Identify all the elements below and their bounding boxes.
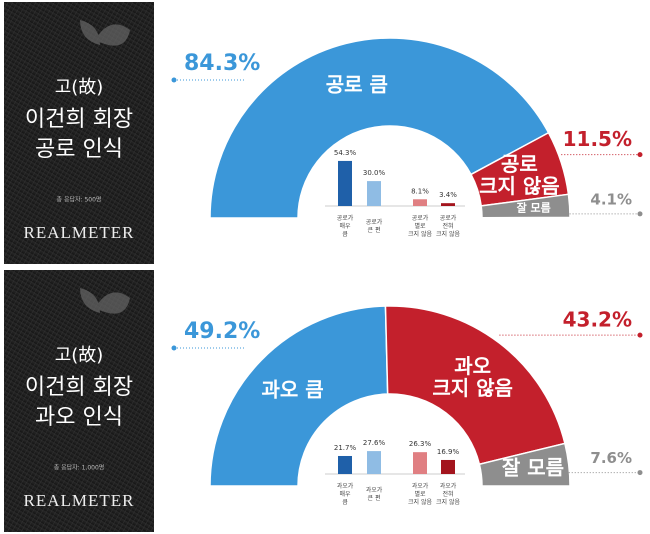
bar-value-label: 30.0% (363, 169, 386, 177)
leader-dot (637, 332, 643, 338)
bar-value-label: 27.6% (363, 439, 386, 447)
bar-category-label: 공로가 매우 큼 (337, 214, 354, 238)
bar (367, 181, 381, 206)
segment-label: 과오 크지 않음 (432, 354, 513, 400)
value-label: 43.2% (563, 308, 632, 332)
value-label: 7.6% (590, 449, 632, 467)
sidebar-title: 고(故) (55, 345, 104, 366)
bar-value-label: 8.1% (411, 187, 429, 195)
leader-dot (637, 152, 643, 158)
bar (338, 455, 352, 474)
donut-segment (209, 37, 550, 219)
donut-segment (384, 305, 566, 466)
leader-dot (637, 211, 643, 217)
leader-dot (171, 345, 177, 351)
value-label: 84.3% (184, 51, 260, 76)
sidebar (4, 270, 154, 532)
bar (413, 199, 427, 206)
segment-label: 과오 큼 (262, 378, 324, 402)
sidebar-title: 과오 인식 (35, 405, 123, 430)
bar (413, 452, 427, 474)
donut-segment (209, 305, 389, 487)
value-label: 49.2% (184, 319, 260, 344)
segment-label: 공로 크지 않음 (479, 152, 560, 198)
donut-segment (478, 442, 571, 487)
value-label: 4.1% (590, 190, 632, 208)
donut-segment (480, 193, 571, 219)
leader-dot (171, 77, 177, 83)
leaf-decoration (80, 288, 130, 314)
bar-value-label: 54.3% (334, 149, 357, 157)
value-label: 11.5% (563, 127, 632, 151)
bar-value-label: 21.7% (334, 444, 357, 452)
bar-category-label: 공로가 큰 편 (366, 218, 383, 234)
bar-category-label: 과오가 큰 편 (366, 486, 383, 502)
sidebar-title: 공로 인식 (35, 137, 123, 162)
sidebar-title: 고(故) (55, 77, 104, 98)
bar (441, 459, 455, 474)
segment-label: 잘 모름 (517, 201, 551, 214)
bar (367, 451, 381, 474)
sidebar-title: 이건희 회장 (25, 107, 133, 132)
brand: REALMETER (24, 491, 135, 510)
sidebar (4, 2, 154, 264)
bar-value-label: 16.9% (437, 448, 460, 456)
respondent-note: 총 응답자: 1,000명 (54, 464, 105, 472)
bar-category-label: 과오가 별로 크지 않음 (408, 482, 432, 506)
bar-value-label: 3.4% (439, 191, 457, 199)
bar-category-label: 과오가 전혀 크지 않음 (436, 482, 460, 506)
brand: REALMETER (24, 223, 135, 242)
sidebar-title: 이건희 회장 (25, 375, 133, 400)
bar-category-label: 공로가 별로 크지 않음 (408, 214, 432, 238)
bar-value-label: 26.3% (409, 440, 432, 448)
leader-dot (637, 470, 643, 476)
bar (338, 160, 352, 206)
bar (441, 203, 455, 206)
respondent-note: 총 응답자: 500명 (57, 196, 102, 204)
bar-category-label: 공로가 전혀 크지 않음 (436, 214, 460, 238)
segment-label: 공로 큼 (326, 73, 388, 97)
leaf-decoration (80, 20, 130, 46)
segment-label: 잘 모름 (502, 455, 564, 479)
bar-category-label: 과오가 매우 큼 (337, 482, 354, 506)
